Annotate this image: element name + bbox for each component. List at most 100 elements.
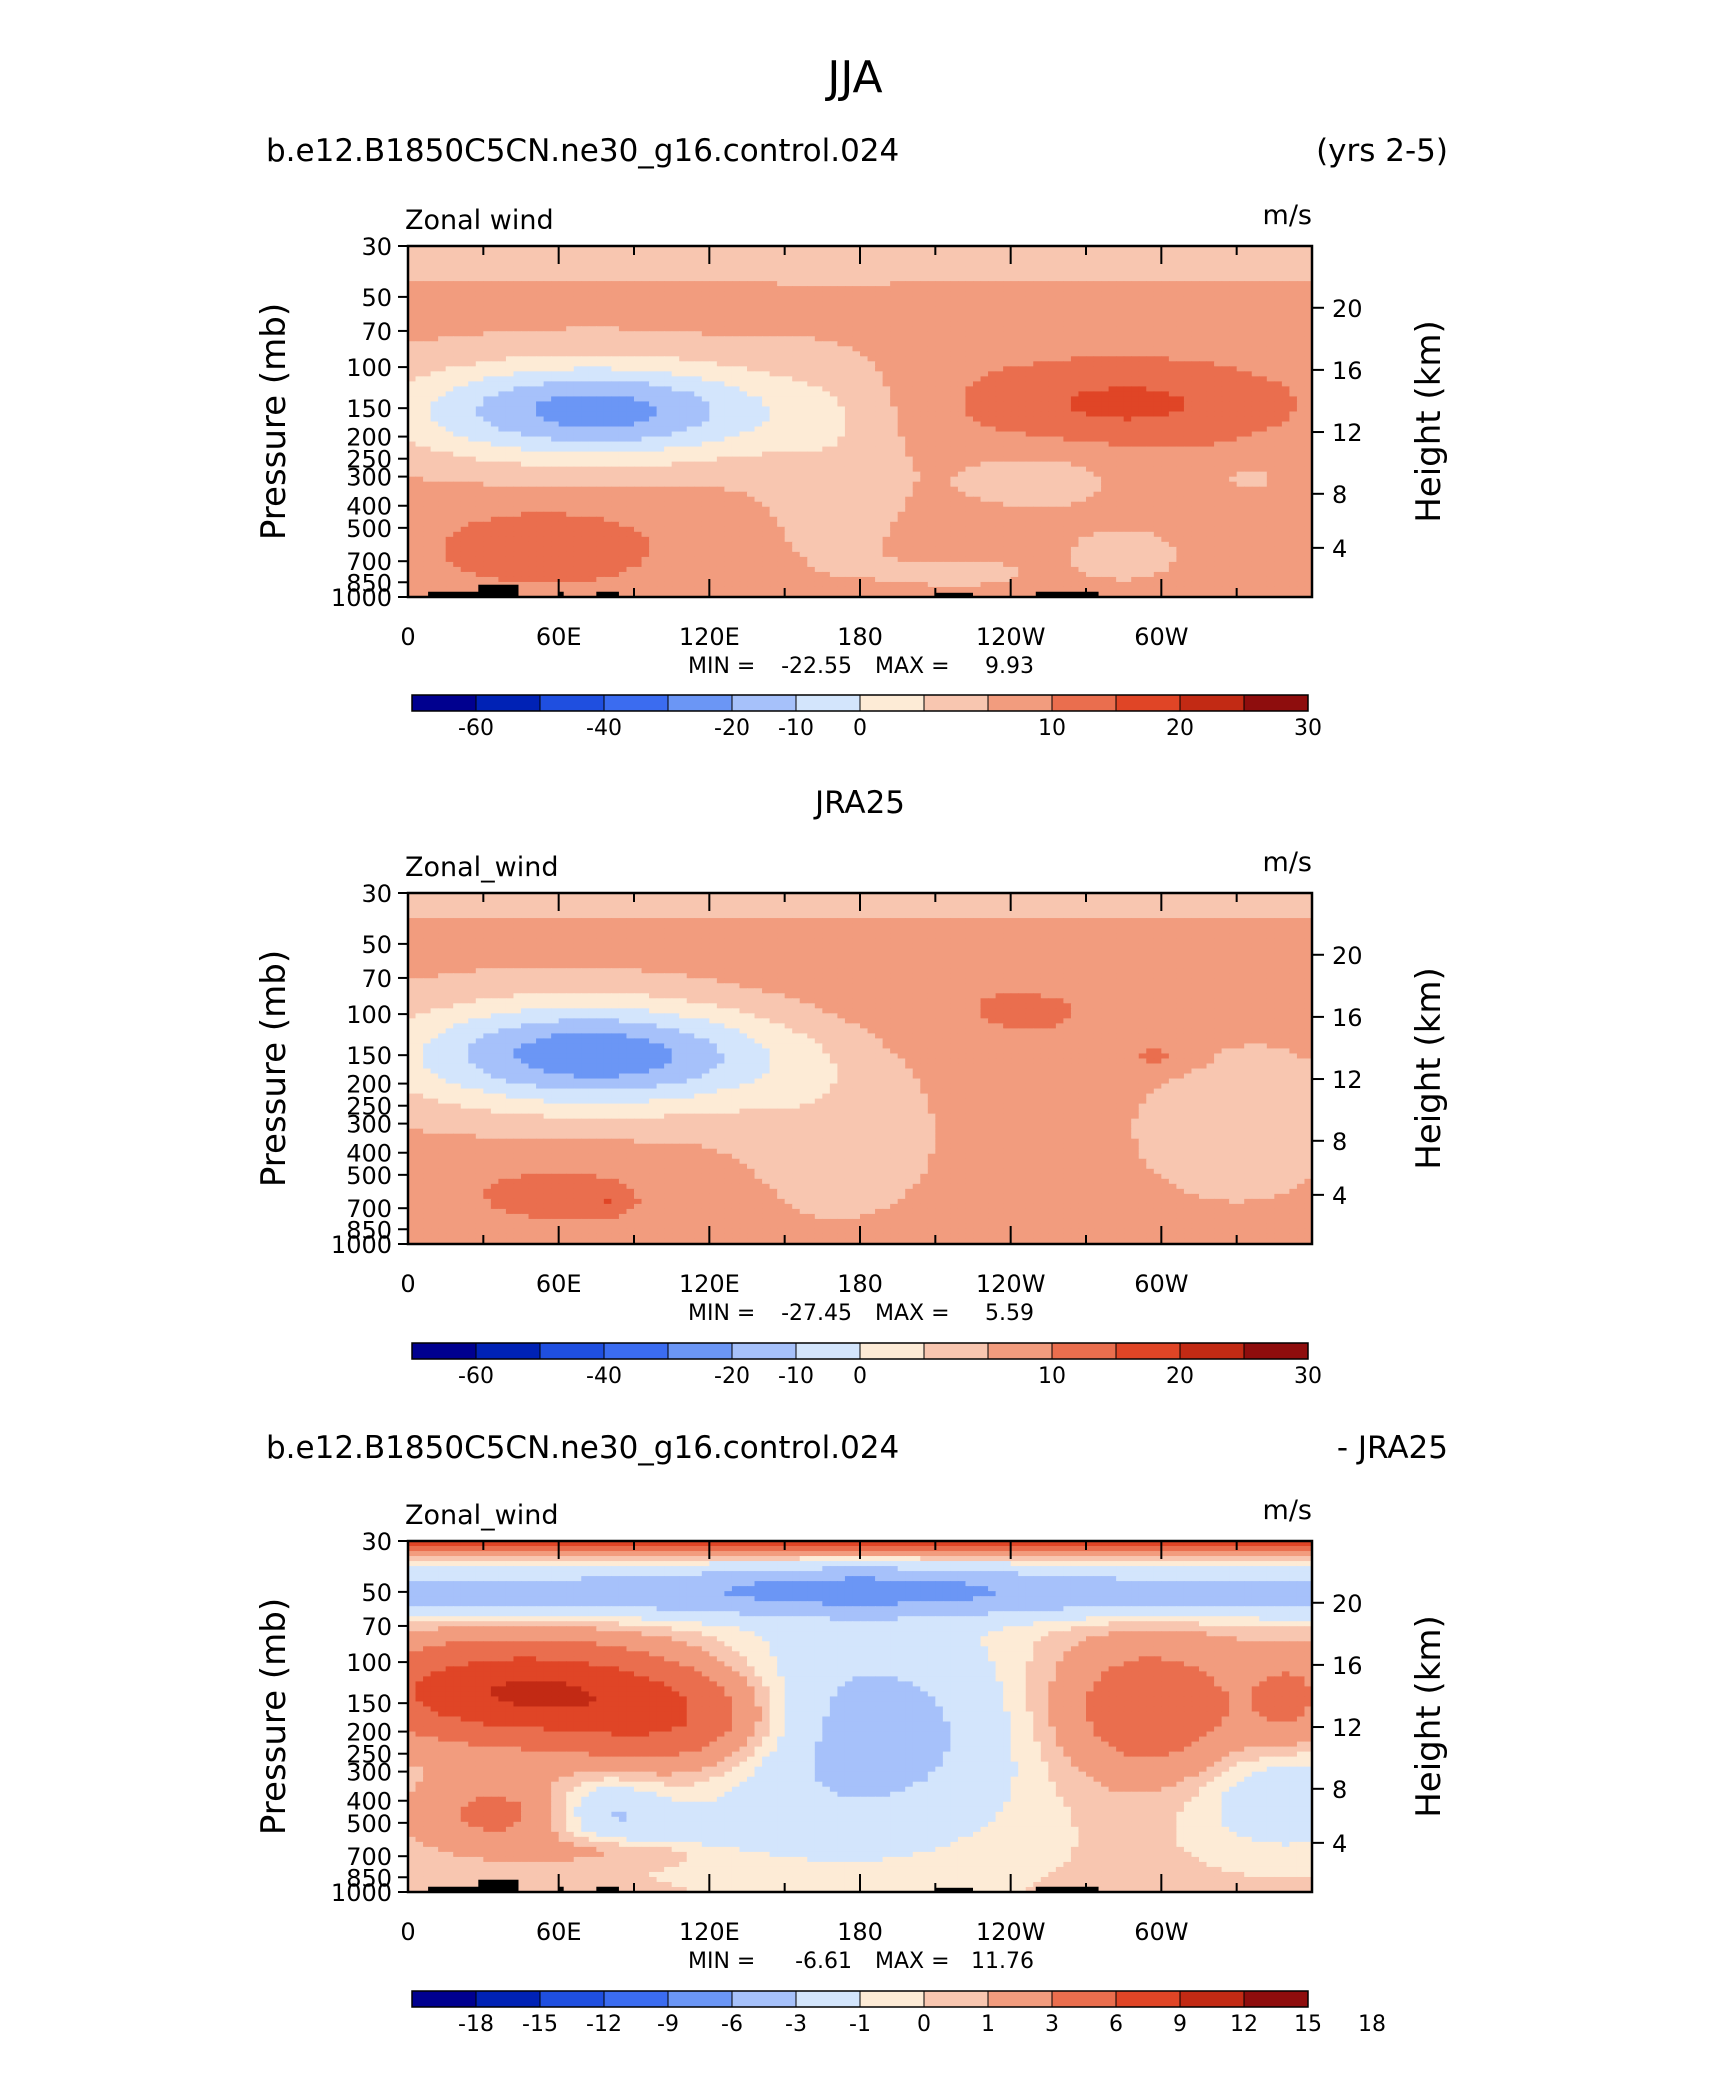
contour-cell — [453, 316, 461, 322]
contour-cell — [837, 296, 845, 302]
contour-cell — [996, 427, 1004, 433]
contour-cell — [1041, 361, 1049, 367]
contour-cell — [996, 411, 1004, 417]
contour-cell — [1244, 311, 1252, 317]
contour-cell — [611, 336, 619, 342]
contour-cell — [611, 311, 619, 317]
contour-cell — [491, 291, 499, 297]
contour-cell — [506, 452, 514, 458]
contour-cell — [1026, 422, 1034, 428]
contour-cell — [875, 316, 883, 322]
contour-cell — [438, 422, 446, 428]
contour-cell — [657, 386, 665, 392]
contour-cell — [973, 321, 981, 327]
contour-cell — [559, 261, 567, 267]
contour-cell — [416, 311, 424, 317]
contour-cell — [498, 406, 506, 412]
contour-cell — [928, 401, 936, 407]
contour-cell — [875, 366, 883, 372]
contour-cell — [1222, 391, 1230, 397]
contour-cell — [837, 361, 845, 367]
contour-cell — [988, 296, 996, 302]
contour-cell — [476, 276, 484, 282]
contour-cell — [958, 401, 966, 407]
contour-cell — [717, 411, 725, 417]
contour-cell — [1267, 291, 1275, 297]
contour-cell — [905, 331, 913, 337]
contour-cell — [1101, 366, 1109, 372]
contour-cell — [1033, 306, 1041, 312]
contour-cell — [732, 316, 740, 322]
contour-cell — [747, 251, 755, 257]
contour-cell — [1101, 351, 1109, 357]
contour-cell — [996, 351, 1004, 357]
contour-cell — [1146, 411, 1154, 417]
contour-cell — [1063, 376, 1071, 382]
contour-cell — [868, 411, 876, 417]
contour-cell — [1003, 356, 1011, 362]
contour-cell — [762, 286, 770, 292]
contour-cell — [1244, 411, 1252, 417]
contour-cell — [642, 336, 650, 342]
contour-cell — [822, 291, 830, 297]
contour-cell — [461, 351, 469, 357]
contour-cell — [1237, 336, 1245, 342]
contour-cell — [687, 261, 695, 267]
contour-cell — [468, 271, 476, 277]
contour-cell — [1154, 356, 1162, 362]
contour-cell — [1071, 281, 1079, 287]
contour-cell — [649, 271, 657, 277]
contour-cell — [1048, 321, 1056, 327]
contour-cell — [755, 296, 763, 302]
contour-cell — [770, 341, 778, 347]
contour-cell — [702, 296, 710, 302]
contour-cell — [1033, 366, 1041, 372]
contour-cell — [1199, 391, 1207, 397]
contour-cell — [830, 336, 838, 342]
contour-cell — [679, 321, 687, 327]
contour-cell — [739, 452, 747, 458]
contour-cell — [732, 296, 740, 302]
contour-cell — [513, 346, 521, 352]
contour-cell — [935, 336, 943, 342]
contour-cell — [807, 442, 815, 448]
contour-cell — [1101, 391, 1109, 397]
contour-cell — [1161, 366, 1169, 372]
contour-cell — [1026, 251, 1034, 257]
contour-cell — [1071, 306, 1079, 312]
contour-cell — [1169, 427, 1177, 433]
contour-cell — [1011, 386, 1019, 392]
contour-cell — [845, 351, 853, 357]
contour-cell — [506, 427, 514, 433]
contour-cell — [476, 296, 484, 302]
contour-cell — [1094, 301, 1102, 307]
contour-cell — [1003, 286, 1011, 292]
contour-cell — [1289, 351, 1297, 357]
contour-cell — [739, 406, 747, 412]
contour-cell — [438, 366, 446, 372]
contour-cell — [529, 447, 537, 453]
contour-cell — [875, 341, 883, 347]
contour-cell — [807, 351, 815, 357]
contour-cell — [875, 311, 883, 317]
contour-cell — [1063, 261, 1071, 267]
contour-cell — [596, 361, 604, 367]
contour-cell — [943, 442, 951, 448]
contour-cell — [687, 256, 695, 262]
contour-cell — [431, 271, 439, 277]
contour-cell — [747, 391, 755, 397]
contour-cell — [724, 296, 732, 302]
contour-cell — [958, 271, 966, 277]
contour-cell — [672, 341, 680, 347]
contour-cell — [634, 266, 642, 272]
contour-cell — [574, 442, 582, 448]
contour-cell — [521, 261, 529, 267]
contour-cell — [1274, 281, 1282, 287]
contour-cell — [1056, 386, 1064, 392]
contour-cell — [581, 391, 589, 397]
contour-cell — [1237, 306, 1245, 312]
contour-cell — [815, 442, 823, 448]
contour-cell — [973, 401, 981, 407]
contour-cell — [935, 251, 943, 257]
contour-cell — [815, 391, 823, 397]
